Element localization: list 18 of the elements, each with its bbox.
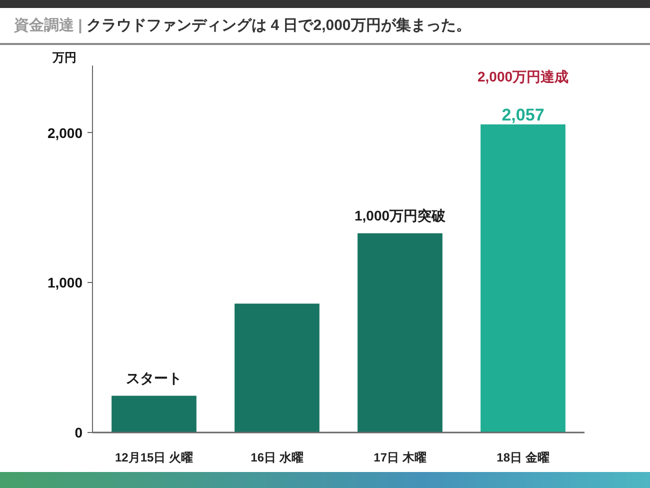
y-tick-label: 1,000 bbox=[47, 274, 83, 291]
x-tick-label: 17日 木曜 bbox=[374, 450, 426, 464]
bar bbox=[112, 396, 196, 432]
x-tick-label: 16日 水曜 bbox=[250, 450, 304, 464]
bar bbox=[358, 233, 442, 432]
chart-title: クラウドファンディングは 4 日で2,000万円が集まった。 bbox=[86, 16, 471, 36]
data-label: 2,057 bbox=[502, 105, 544, 124]
bar bbox=[234, 304, 320, 432]
x-tick-label: 18日 金曜 bbox=[496, 450, 550, 464]
y-tick-label: 0 bbox=[74, 424, 83, 440]
chart-subtitle: 資金調達 | bbox=[14, 16, 82, 36]
annotation: 2,000万円達成 bbox=[477, 68, 569, 84]
annotation: 1,000万円突破 bbox=[354, 207, 447, 224]
annotation: スタート bbox=[126, 370, 182, 386]
y-tick-label: 2,000 bbox=[47, 124, 83, 141]
y-axis-title: 万円 bbox=[52, 50, 76, 64]
bar bbox=[480, 124, 566, 432]
x-tick-label: 12月15日 火曜 bbox=[114, 450, 194, 464]
